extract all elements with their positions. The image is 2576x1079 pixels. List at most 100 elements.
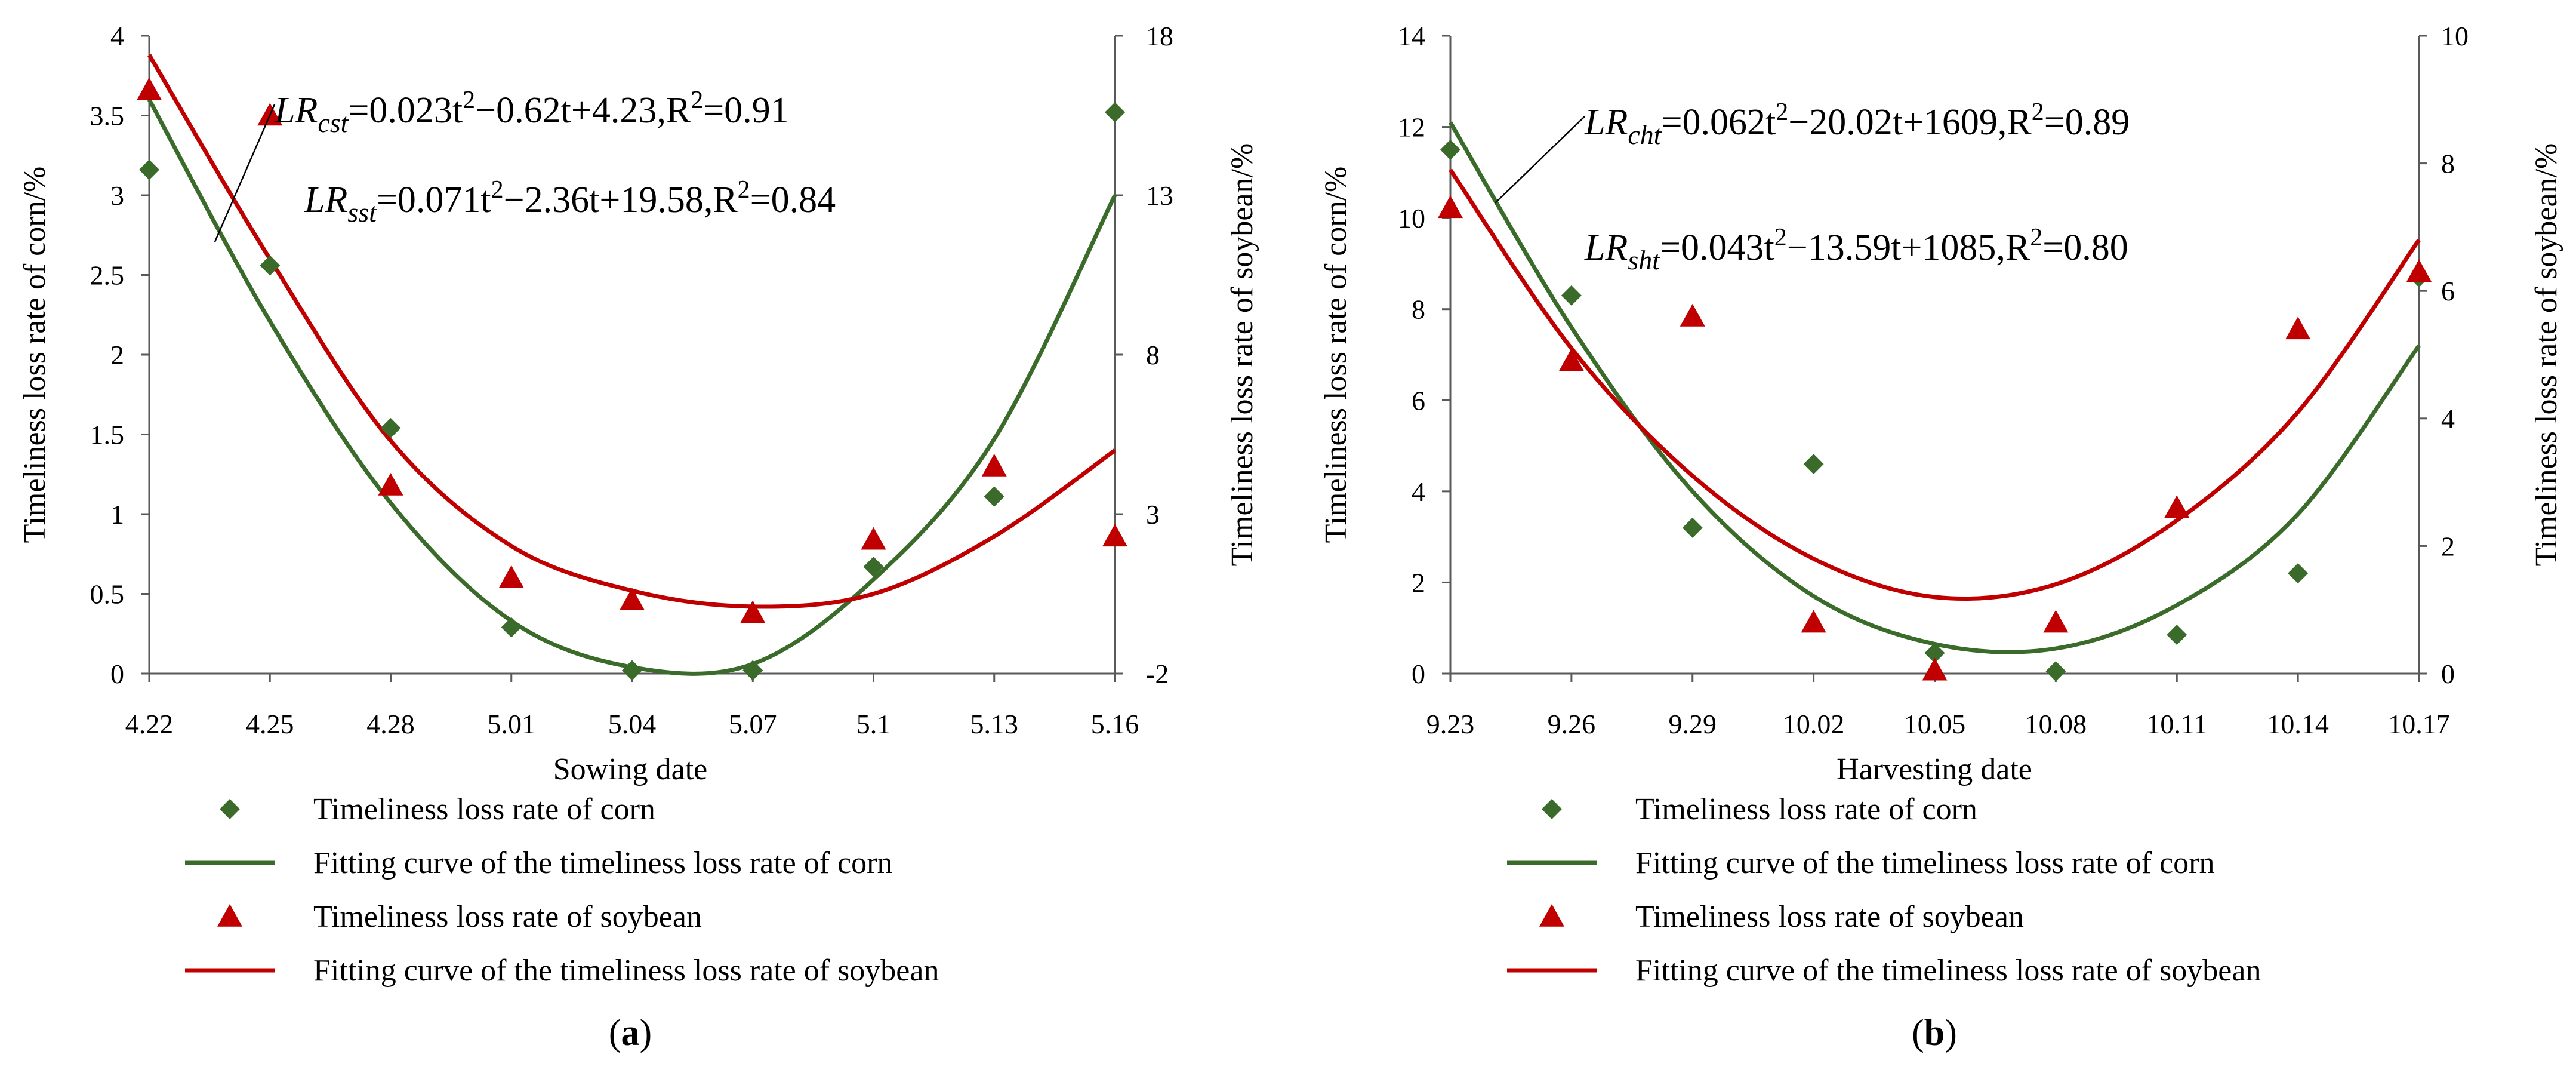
regression-equation: LRcst=0.023t2−0.62t+4.23,R2=0.91 <box>274 87 789 138</box>
corn-data-point <box>2167 625 2187 645</box>
x-tick-label: 5.13 <box>970 709 1019 739</box>
x-tick-label: 10.17 <box>2388 709 2450 739</box>
corn-data-point <box>984 486 1004 507</box>
equation-part: =0.89 <box>2044 102 2130 143</box>
x-tick-label: 4.28 <box>366 709 415 739</box>
legend-label: Fitting curve of the timeliness loss rat… <box>1635 846 2214 880</box>
y-tick-label: 0 <box>110 659 124 689</box>
corn-data-point <box>1105 102 1125 123</box>
y-tick-label: 0.5 <box>90 579 125 610</box>
equation-part: =0.071t <box>377 180 491 220</box>
corn-data-point <box>1682 517 1703 538</box>
y2-tick-label: 4 <box>2441 404 2455 434</box>
soybean-data-point <box>740 600 766 623</box>
chart-panel-b: 0 2 4 6 8 10 12 14 0 2 4 6 8 10 9.23 9.26 9.29 10.02 10.05… <box>1319 21 2563 1053</box>
y-tick-label: 3 <box>110 180 124 211</box>
x-tick-label: 4.25 <box>246 709 294 739</box>
x-tick-label: 10.02 <box>1783 709 1845 739</box>
y2-tick-label: 6 <box>2441 276 2455 306</box>
corn-data-point <box>863 557 884 577</box>
equation-part: sst <box>347 197 377 228</box>
equation-part: =0.023t <box>348 90 463 131</box>
fit-curve-soybean <box>147 54 1117 609</box>
y2-tick-label: 3 <box>1146 499 1160 530</box>
equation-part: LR <box>1584 102 1628 143</box>
x-axis-title: Harvesting date <box>1837 752 2032 786</box>
corn-data-point <box>742 660 763 681</box>
y-tick-label: 10 <box>1398 203 1425 233</box>
x-tick-label: 9.26 <box>1548 709 1596 739</box>
x-tick-label: 9.23 <box>1426 709 1475 739</box>
equation-part: 2 <box>463 87 475 114</box>
soybean-data-point <box>2043 610 2069 633</box>
equation-part: =0.80 <box>2042 228 2128 268</box>
soybean-data-point <box>378 472 403 496</box>
x-tick-label: 5.04 <box>608 709 657 739</box>
legend-label: Timeliness loss rate of corn <box>1635 792 1977 826</box>
equation-part: −20.02t+1609,R <box>1788 102 2032 143</box>
panel-label-part: b <box>1924 1013 1945 1053</box>
soybean-data-point <box>620 588 645 610</box>
corn-data-point <box>139 159 159 180</box>
fit-curve-soybean <box>1449 168 2421 601</box>
regression-equation: LRsht=0.043t2−13.59t+1085,R2=0.80 <box>1584 224 2128 275</box>
equation-part: −13.59t+1085,R <box>1787 228 2030 268</box>
equation-part: 2 <box>491 176 504 204</box>
regression-equation: LRsst=0.071t2−2.36t+19.58,R2=0.84 <box>304 176 836 228</box>
legend-soybean-marker <box>1539 904 1564 927</box>
fit-curve-corn <box>1448 121 2421 654</box>
soybean-data-point <box>861 527 886 550</box>
equation-part: −0.62t+4.23,R <box>475 90 691 131</box>
y2-tick-label: 8 <box>2441 149 2455 179</box>
y-tick-label: 8 <box>1412 294 1425 325</box>
panel-label-part: a <box>621 1013 640 1053</box>
soybean-data-point <box>1558 348 1584 371</box>
y-tick-label: 4 <box>1412 477 1425 507</box>
y-axis-title: Timeliness loss rate of corn/% <box>1319 167 1353 543</box>
soybean-data-point <box>2164 495 2190 518</box>
regression-equation: LRcht=0.062t2−20.02t+1609,R2=0.89 <box>1584 99 2130 150</box>
y2-axis-title: Timeliness loss rate of soybean/% <box>2529 143 2563 567</box>
y2-tick-label: 0 <box>2441 659 2455 689</box>
y-tick-label: 2 <box>110 340 124 370</box>
y2-tick-label: 8 <box>1146 340 1160 370</box>
legend-corn-marker <box>220 799 240 819</box>
legend-label: Timeliness loss rate of corn <box>313 792 655 826</box>
legend: Timeliness loss rate of corn Fitting curv… <box>1507 792 2261 988</box>
y2-axis-title: Timeliness loss rate of soybean/% <box>1225 143 1259 567</box>
x-axis-title: Sowing date <box>553 752 708 786</box>
y2-tick-label: -2 <box>1146 659 1169 689</box>
y-tick-label: 1.5 <box>90 420 125 450</box>
soybean-data-point <box>1922 657 1948 681</box>
plot-area <box>137 54 1127 681</box>
equation-part: cst <box>318 107 349 138</box>
equation-part: =0.84 <box>750 180 836 220</box>
x-tick-label: 4.22 <box>125 709 174 739</box>
panel-label: (b) <box>1912 1013 1957 1053</box>
soybean-data-point <box>1801 610 1826 633</box>
x-tick-label: 10.08 <box>2025 709 2087 739</box>
soybean-data-point <box>1102 524 1127 547</box>
y-tick-label: 2 <box>1412 567 1425 598</box>
corn-data-point <box>1440 139 1460 160</box>
equation-part: LR <box>274 90 318 131</box>
equation-part: LR <box>1584 228 1628 268</box>
y2-tick-label: 13 <box>1146 180 1173 211</box>
equation-part: =0.91 <box>703 90 788 131</box>
soybean-data-point <box>137 77 162 100</box>
corn-data-point <box>1561 285 1582 306</box>
y-tick-label: 0 <box>1412 659 1425 689</box>
y-tick-label: 12 <box>1398 112 1425 143</box>
legend-label: Fitting curve of the timeliness loss rat… <box>313 846 892 880</box>
equation-part: =0.062t <box>1662 102 1776 143</box>
x-tick-label: 10.05 <box>1904 709 1966 739</box>
soybean-data-point <box>1438 195 1463 219</box>
soybean-data-point <box>498 565 524 588</box>
corn-data-point <box>1803 454 1824 475</box>
equation-part: 2 <box>2030 224 2042 251</box>
equation-part: LR <box>304 180 347 220</box>
x-tick-label: 5.1 <box>856 709 891 739</box>
chart-panel-a: 0 0.5 1 1.5 2 2.5 3 3.5 4 -2 3 8 13 18 4.22 4.25 4.28 5.0… <box>18 21 1259 1053</box>
equation-part: sht <box>1628 245 1660 275</box>
